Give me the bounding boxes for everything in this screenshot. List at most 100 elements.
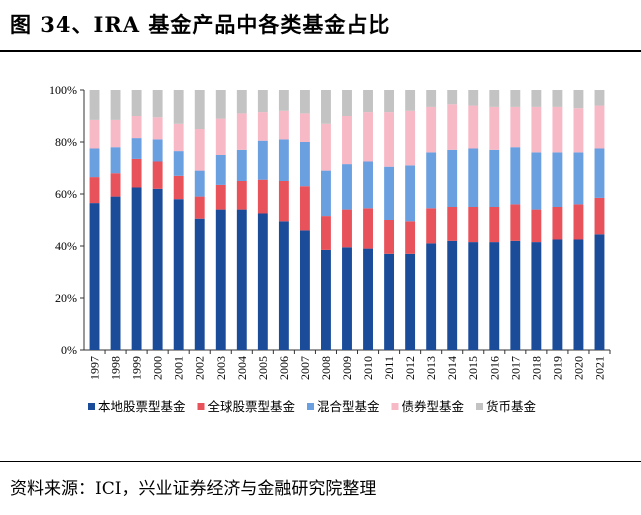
x-tick-label: 2019 (550, 356, 564, 380)
bar-segment (468, 242, 479, 350)
bar-segment (594, 234, 605, 350)
bar-segment (426, 90, 437, 107)
bar-segment (257, 179, 268, 214)
legend-swatch (476, 403, 483, 410)
legend-swatch (197, 403, 205, 410)
bar-segment (531, 209, 542, 243)
bar-segment (405, 165, 416, 222)
bar-segment (131, 116, 142, 139)
bar-segment (299, 90, 310, 114)
bar-segment (405, 221, 416, 254)
bar-segment (510, 147, 521, 205)
chart-axes: 0% 20% 40% 60% 80% 100% (49, 83, 611, 357)
bar-segment (321, 249, 331, 350)
bar-segment (110, 90, 121, 120)
y-tick-label: 20% (55, 291, 77, 305)
chart-title: 图 34、IRA 基金产品中各类基金占比 (10, 12, 391, 37)
bar-segment (510, 204, 521, 241)
bar-segment (299, 142, 310, 187)
bar-segment (173, 175, 184, 200)
legend-swatch (88, 403, 95, 410)
bar-segment (215, 209, 226, 350)
bar-segment (215, 118, 226, 155)
bar-segment (342, 209, 352, 248)
bar-segment (321, 216, 331, 250)
bar-segment (363, 90, 373, 113)
bar-segment (363, 161, 373, 209)
bar-segment (447, 240, 458, 350)
bar-segment (236, 90, 247, 114)
bar-segment (257, 213, 268, 350)
bar-segment (531, 242, 542, 350)
bar-segment (594, 90, 605, 106)
legend-label: 混合型基金 (317, 399, 380, 414)
bar-series (89, 90, 605, 350)
bar-segment (384, 90, 395, 113)
legend-label: 全球股票型基金 (208, 399, 296, 414)
bar-segment (342, 247, 352, 350)
bar-segment (321, 90, 331, 124)
bar-segment (384, 253, 395, 350)
bar-segment (194, 196, 205, 219)
bar-segment (278, 181, 289, 222)
x-tick-label: 2005 (256, 356, 270, 380)
legend-swatch (307, 403, 314, 410)
bar-segment (278, 221, 289, 350)
bar-segment (552, 90, 563, 107)
bar-segment (236, 181, 247, 210)
bar-segment (468, 105, 479, 149)
bar-segment (468, 90, 479, 106)
bar-segment (152, 188, 163, 350)
legend-label: 货币基金 (486, 399, 537, 414)
bar-segment (173, 151, 184, 176)
bar-segment (510, 106, 521, 148)
bar-segment (278, 90, 289, 111)
bar-segment (257, 90, 268, 113)
x-tick-label: 2017 (508, 356, 522, 380)
bar-segment (468, 148, 479, 207)
bar-segment (552, 106, 563, 153)
bar-segment (110, 119, 121, 148)
bar-segment (510, 240, 521, 350)
stacked-bar-chart: 0% 20% 40% 60% 80% 100% 1997 1998 1999 2000 2001 2… (49, 83, 611, 414)
bar-segment (89, 119, 100, 149)
bar-segment (89, 203, 100, 350)
bar-segment (278, 139, 289, 181)
bar-segment (131, 138, 142, 159)
bar-segment (321, 123, 331, 171)
bar-segment (236, 149, 247, 181)
bar-segment (89, 177, 100, 204)
bar-segment (278, 110, 289, 140)
x-tick-label: 2009 (340, 356, 354, 380)
bar-segment (342, 90, 352, 116)
bar-segment (89, 90, 100, 120)
bar-segment (426, 106, 437, 153)
bar-segment (489, 106, 500, 150)
bar-segment (215, 184, 226, 210)
bar-segment (342, 116, 352, 165)
x-tick-label: 2016 (487, 356, 501, 380)
x-tick-label: 2018 (529, 356, 543, 380)
bar-segment (573, 108, 584, 153)
legend-label: 债券型基金 (402, 399, 465, 414)
bar-segment (468, 207, 479, 243)
bar-segment (110, 147, 121, 174)
x-tick-label: 2015 (466, 356, 480, 380)
y-tick-label: 40% (55, 239, 77, 253)
bar-segment (489, 242, 500, 350)
bar-segment (594, 105, 605, 149)
bar-segment (384, 112, 395, 167)
bar-segment (405, 253, 416, 350)
bar-segment (510, 90, 521, 107)
legend-swatch (391, 403, 399, 410)
bar-segment (447, 90, 458, 105)
y-tick-label: 0% (61, 343, 77, 357)
bar-segment (236, 113, 247, 150)
bar-segment (573, 204, 584, 240)
x-tick-label: 2007 (298, 356, 312, 380)
source-note: 资料来源：ICI，兴业证券经济与金融研究院整理 (10, 479, 377, 499)
x-tick-label: 2006 (277, 356, 291, 380)
bar-segment (110, 196, 121, 350)
x-axis-labels: 1997 1998 1999 2000 2001 2002 2003 2004 2005 2006… (88, 356, 607, 380)
x-tick-label: 2008 (319, 356, 333, 380)
